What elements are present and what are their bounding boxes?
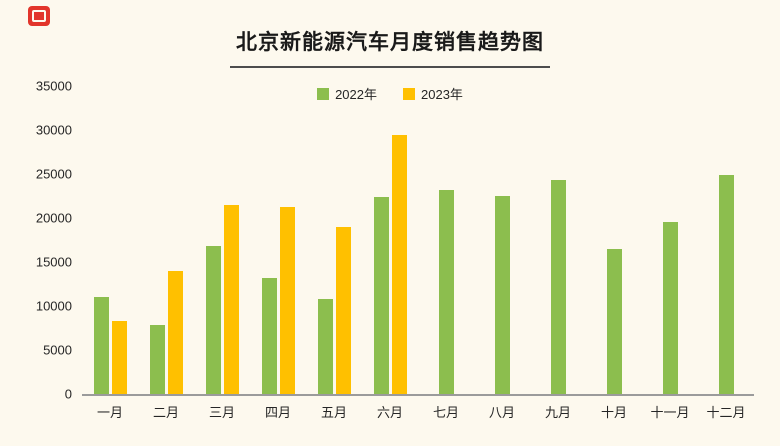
bar-2022 — [718, 174, 734, 394]
y-axis-tick-label: 5000 — [43, 342, 72, 358]
bar-2022 — [438, 189, 454, 394]
legend-swatch-2022-icon — [317, 87, 330, 100]
y-axis-tick-label: 20000 — [35, 210, 72, 226]
x-axis-tick-label: 五月 — [320, 405, 347, 420]
x-axis-tick-label: 十一月 — [650, 405, 690, 420]
legend-item-2022: 2022年 — [317, 84, 377, 103]
bar-2022 — [494, 196, 510, 394]
x-axis-tick-label: 八月 — [488, 405, 515, 420]
legend-swatch-2023-icon — [403, 87, 415, 100]
bar-group — [586, 248, 642, 394]
bar-group — [194, 204, 250, 394]
bar-group — [474, 196, 530, 394]
bar-group — [250, 207, 306, 394]
y-axis-tick-label: 10000 — [35, 298, 72, 314]
y-axis-tick-label: 15000 — [35, 254, 72, 270]
legend: 2022年 2023年 — [0, 84, 780, 103]
x-axis-tick-label: 十二月 — [706, 405, 746, 420]
x-axis-tick-label: 七月 — [432, 405, 459, 420]
x-axis-tick-label: 九月 — [544, 405, 571, 420]
bar-2023 — [335, 226, 351, 394]
bar-2022 — [373, 196, 389, 394]
chart-title: 北京新能源汽车月度销售趋势图 — [230, 26, 550, 68]
bar-group — [138, 270, 194, 394]
y-axis-tick-label: 35000 — [35, 78, 72, 94]
legend-item-2023: 2023年 — [403, 84, 463, 103]
logo-icon — [28, 6, 50, 26]
y-axis-tick-label: 0 — [64, 386, 72, 402]
y-axis-tick-label: 25000 — [35, 166, 72, 182]
bar-2022 — [149, 325, 165, 394]
x-axis-tick-label: 一月 — [96, 405, 123, 420]
bar-group — [82, 297, 138, 394]
title-wrap: 北京新能源汽车月度销售趋势图 — [0, 26, 780, 68]
bar-2022 — [261, 277, 277, 394]
bar-group — [418, 189, 474, 394]
bar-group — [362, 135, 418, 394]
legend-label-2022: 2022年 — [335, 87, 377, 102]
bar-group — [530, 180, 586, 394]
bar-2022 — [662, 222, 678, 394]
bar-2023 — [223, 204, 239, 394]
bar-group — [698, 174, 754, 394]
plot-area — [82, 86, 754, 396]
bar-2022 — [550, 180, 566, 394]
bar-2023 — [279, 207, 295, 394]
x-axis-tick-label: 四月 — [264, 405, 291, 420]
x-axis-tick-label: 三月 — [208, 405, 235, 420]
bar-2023 — [167, 270, 183, 394]
legend-label-2023: 2023年 — [421, 87, 463, 102]
bar-2022 — [93, 297, 109, 394]
x-axis-tick-label: 六月 — [376, 405, 403, 420]
bar-2022 — [606, 248, 622, 394]
bar-2023 — [111, 320, 127, 394]
y-axis-tick-label: 30000 — [35, 122, 72, 138]
bar-group — [642, 222, 698, 394]
bar-2022 — [317, 298, 333, 394]
x-axis-tick-label: 十月 — [600, 405, 627, 420]
bar-2023 — [391, 135, 407, 394]
bar-2022 — [205, 246, 221, 394]
bar-group — [306, 226, 362, 394]
x-axis-tick-label: 二月 — [152, 405, 179, 420]
